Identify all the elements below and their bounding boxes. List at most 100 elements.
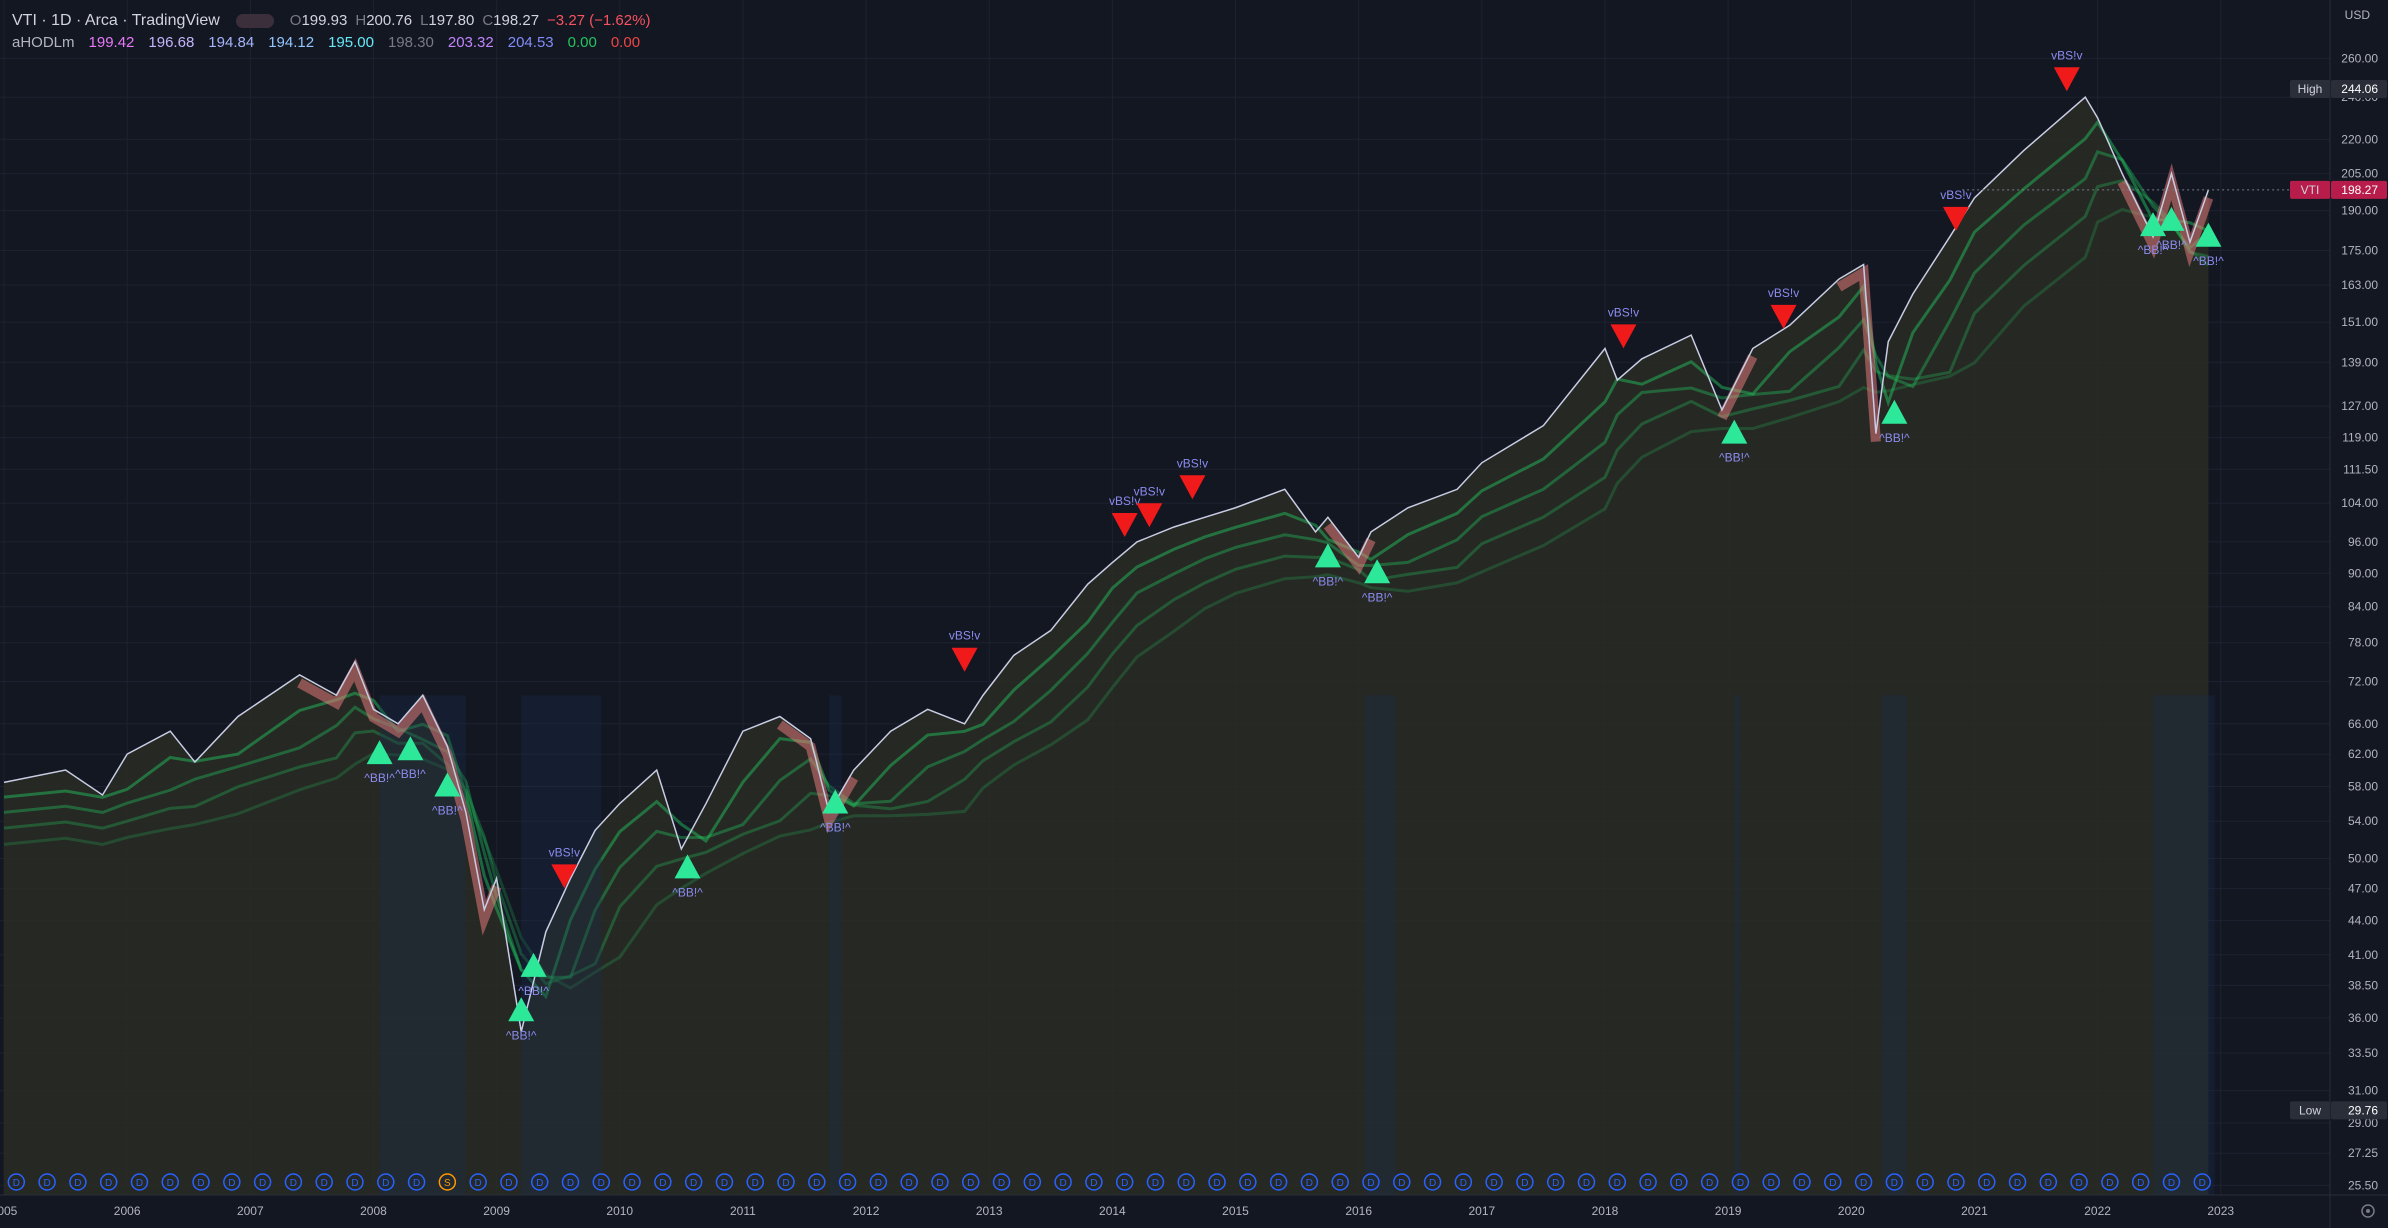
dividend-marker-icon[interactable] <box>2101 1173 2119 1191</box>
dividend-marker-icon[interactable] <box>1146 1173 1165 1191</box>
dividend-marker-icon[interactable] <box>69 1173 87 1191</box>
time-axis[interactable]: 2005 2006 2007 2008 2009 2010 2011 2012 2013 2014… <box>0 1194 2388 1218</box>
dividend-marker-icon[interactable] <box>192 1173 210 1191</box>
sell-signal-marker[interactable] <box>2053 67 2080 92</box>
buy-signal-marker[interactable] <box>434 772 461 797</box>
dividend-marker-icon[interactable] <box>1762 1173 1780 1191</box>
dividend-marker-icon[interactable] <box>1731 1173 1750 1191</box>
dividend-marker-icon[interactable] <box>992 1173 1011 1191</box>
buy-signal-marker[interactable] <box>674 854 701 879</box>
dividend-marker-icon[interactable] <box>654 1173 672 1191</box>
dividend-marker-icon[interactable] <box>1269 1173 1288 1191</box>
dividend-marker-icon[interactable] <box>2039 1173 2058 1191</box>
dividend-marker-icon[interactable] <box>2008 1173 2027 1191</box>
dividend-marker-icon[interactable] <box>500 1173 518 1191</box>
dividend-marker-icon[interactable] <box>746 1173 764 1191</box>
dividend-marker-icon[interactable] <box>2193 1173 2212 1191</box>
buy-signal-marker[interactable] <box>1364 559 1391 584</box>
dividend-marker-icon[interactable] <box>2162 1173 2181 1191</box>
dividend-marker-icon[interactable] <box>808 1173 826 1191</box>
buy-signal-marker[interactable] <box>1881 399 1908 424</box>
buy-signal-marker[interactable] <box>1721 419 1748 444</box>
dividend-marker-icon[interactable] <box>315 1173 333 1191</box>
dividend-marker-icon[interactable] <box>284 1173 303 1191</box>
dividend-marker-icon[interactable] <box>1546 1173 1565 1191</box>
settings-gear-icon[interactable] <box>2361 1204 2375 1218</box>
dividend-marker-icon[interactable] <box>99 1173 118 1191</box>
dividend-marker-icon[interactable] <box>838 1173 857 1191</box>
dividend-marker-icon[interactable] <box>7 1173 26 1191</box>
sell-signal-marker[interactable] <box>1770 304 1797 329</box>
dividend-marker-icon[interactable] <box>469 1173 487 1191</box>
dividend-marker-icon[interactable] <box>623 1173 641 1191</box>
dividend-marker-icon[interactable] <box>1854 1173 1873 1191</box>
dividend-marker-icon[interactable] <box>1608 1173 1627 1191</box>
dividend-marker-icon[interactable] <box>1362 1173 1380 1191</box>
dividend-marker-icon[interactable] <box>931 1173 949 1191</box>
dividend-marker-icon[interactable] <box>561 1173 580 1191</box>
dividend-marker-icon[interactable] <box>407 1173 426 1191</box>
dividend-marker-icon[interactable] <box>684 1173 703 1191</box>
dividend-marker-icon[interactable] <box>2131 1173 2150 1191</box>
dividend-marker-icon[interactable] <box>777 1173 795 1191</box>
dividend-marker-icon[interactable] <box>253 1173 272 1191</box>
dividend-marker-icon[interactable] <box>38 1173 56 1191</box>
dividend-marker-icon[interactable] <box>1177 1173 1196 1191</box>
dividend-marker-icon[interactable] <box>1054 1173 1072 1191</box>
dividend-marker-icon[interactable] <box>1454 1173 1473 1191</box>
dividend-marker-icon[interactable] <box>1516 1173 1534 1191</box>
dividend-marker-icon[interactable] <box>1485 1173 1503 1191</box>
dividend-marker-icon[interactable] <box>1978 1173 1996 1191</box>
dividend-marker-icon[interactable] <box>1885 1173 1904 1191</box>
dividend-marker-icon[interactable] <box>1947 1173 1965 1191</box>
dividend-marker-icon[interactable] <box>161 1173 180 1191</box>
sell-signal-marker[interactable] <box>951 647 978 672</box>
dividend-marker-icon[interactable] <box>961 1173 980 1191</box>
buy-signal-marker[interactable] <box>397 736 424 761</box>
buy-signal-marker[interactable] <box>366 740 393 765</box>
buy-signal-marker[interactable] <box>520 952 547 977</box>
buy-signal-marker[interactable] <box>2195 222 2222 247</box>
dividend-marker-icon[interactable] <box>2070 1173 2088 1191</box>
sell-signal-marker[interactable] <box>551 864 578 889</box>
dividend-marker-icon[interactable] <box>1793 1173 1811 1191</box>
dividend-marker-icon[interactable] <box>1115 1173 1134 1191</box>
dividend-marker-icon[interactable] <box>869 1173 888 1191</box>
dividend-marker-icon[interactable] <box>1577 1173 1596 1191</box>
dividend-marker-icon[interactable] <box>1639 1173 1657 1191</box>
dividend-marker-icon[interactable] <box>1824 1173 1842 1191</box>
dividend-marker-icon[interactable] <box>130 1173 149 1191</box>
symbol-title[interactable]: VTI · 1D · Arca · TradingView <box>12 12 220 29</box>
currency-label[interactable]: USD <box>2344 8 2370 22</box>
dividend-marker-icon[interactable] <box>1300 1173 1319 1191</box>
buy-signal-marker[interactable] <box>508 997 535 1022</box>
dividend-marker-icon[interactable] <box>223 1173 241 1191</box>
dividend-marker-icon[interactable] <box>346 1173 364 1191</box>
sell-signal-marker[interactable] <box>1111 512 1138 537</box>
dividend-marker-icon[interactable] <box>1023 1173 1042 1191</box>
buy-signal-marker[interactable] <box>2158 206 2185 231</box>
buy-signal-marker[interactable] <box>1314 543 1341 568</box>
sell-signal-marker[interactable] <box>1179 475 1206 500</box>
split-marker-icon[interactable] <box>438 1173 457 1191</box>
dividend-marker-icon[interactable] <box>1085 1173 1103 1191</box>
indicator-row[interactable]: aHODLm 199.42 196.68 194.84 194.12 195.00 198… <box>12 32 650 54</box>
dividend-marker-icon[interactable] <box>1239 1173 1257 1191</box>
price-axis[interactable]: 260.00240.00220.00205.00190.00175.00163.… <box>2329 0 2388 1228</box>
sell-signal-marker[interactable] <box>1136 503 1163 528</box>
dividend-marker-icon[interactable] <box>377 1173 395 1191</box>
buy-signal-marker[interactable] <box>822 789 849 814</box>
indicator-name[interactable]: aHODLm <box>12 34 75 51</box>
dividend-marker-icon[interactable] <box>900 1173 918 1191</box>
dividend-marker-icon[interactable] <box>1393 1173 1411 1191</box>
sell-signal-marker[interactable] <box>1942 206 1969 231</box>
dividend-marker-icon[interactable] <box>1208 1173 1226 1191</box>
sell-signal-marker[interactable] <box>1610 324 1637 349</box>
dividend-marker-icon[interactable] <box>1670 1173 1688 1191</box>
dividend-marker-icon[interactable] <box>1331 1173 1349 1191</box>
dividend-marker-icon[interactable] <box>1916 1173 1934 1191</box>
dividend-marker-icon[interactable] <box>715 1173 734 1191</box>
dividend-marker-icon[interactable] <box>1423 1173 1442 1191</box>
dividend-marker-icon[interactable] <box>530 1173 549 1191</box>
